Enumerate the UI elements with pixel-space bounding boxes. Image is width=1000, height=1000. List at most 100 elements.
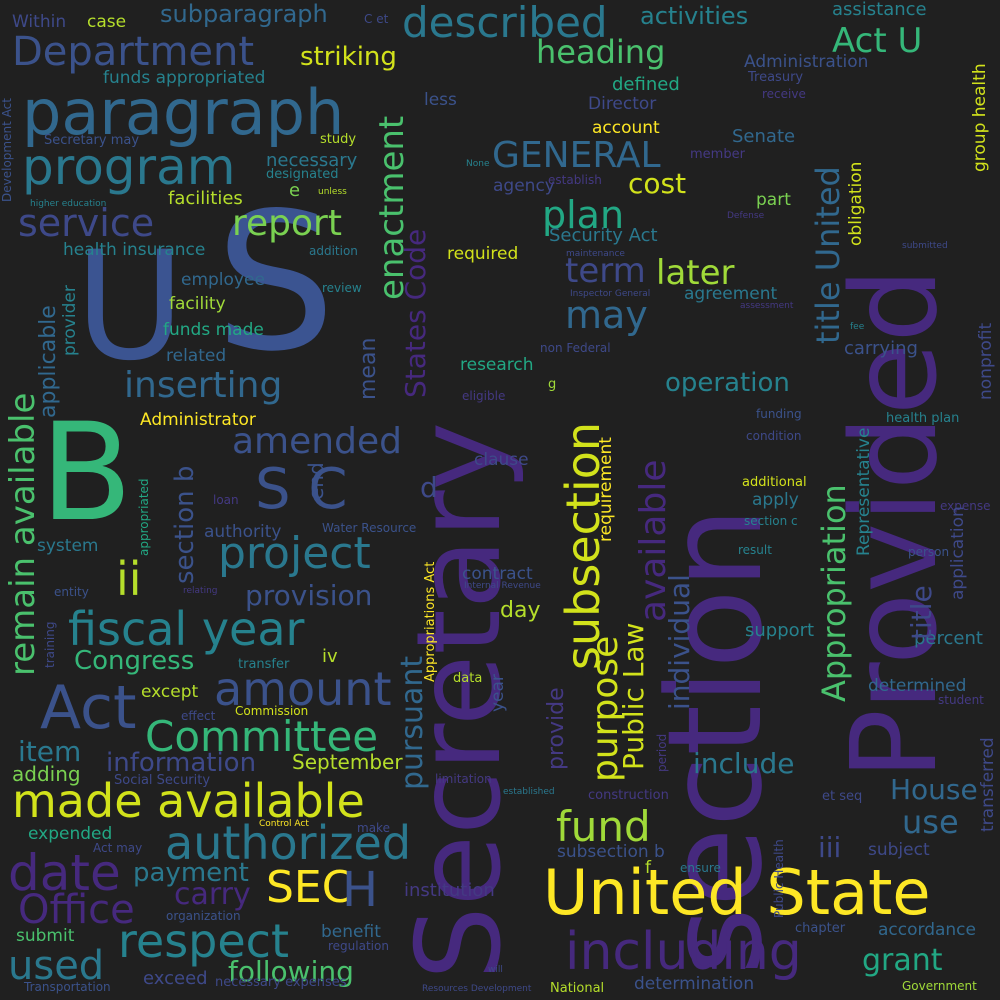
word: service <box>18 201 155 245</box>
word: Representative <box>854 427 874 556</box>
word: support <box>745 620 815 641</box>
word: include <box>693 747 795 780</box>
word: period <box>655 733 669 772</box>
word: iv <box>322 646 338 667</box>
word: exceed <box>143 968 208 989</box>
word: organization <box>166 909 241 923</box>
word: requirement <box>596 437 616 542</box>
word: respect <box>118 914 289 968</box>
word: carry <box>174 877 251 912</box>
word: related <box>166 346 227 366</box>
word: established <box>503 787 555 797</box>
word: health plan <box>886 411 960 426</box>
word: employee <box>181 270 265 290</box>
word: facilities <box>168 188 243 209</box>
word: SEC <box>266 862 353 913</box>
word: group health <box>970 63 990 172</box>
word: authorized <box>165 816 412 870</box>
word: program <box>22 138 236 196</box>
word: described <box>402 0 608 47</box>
word: fund <box>556 802 651 851</box>
word: following <box>228 955 354 988</box>
word: year <box>488 674 508 712</box>
word: term <box>565 251 646 291</box>
word: Act U <box>832 21 923 61</box>
word: necessary expenses <box>215 975 347 990</box>
word: entity <box>54 585 89 599</box>
word: enactment <box>372 115 412 300</box>
word: research <box>460 355 534 375</box>
word: item <box>18 735 82 768</box>
word: section b <box>170 465 200 584</box>
word: fiscal year <box>68 602 305 656</box>
word: provide <box>544 687 569 770</box>
word: funds made <box>163 320 264 340</box>
word: maintenance <box>566 249 625 259</box>
word: facility <box>169 294 226 314</box>
word: system <box>37 536 99 556</box>
word: establish <box>548 173 602 187</box>
word: Transportation <box>24 980 111 994</box>
word: section c <box>744 514 798 528</box>
word: Control Act <box>259 819 309 829</box>
word: addition <box>309 244 358 258</box>
word: et seq <box>822 789 863 804</box>
word: subsection b <box>557 842 665 862</box>
word: Resources Development <box>422 984 532 994</box>
word: f <box>645 858 651 878</box>
word: chapter <box>795 921 846 936</box>
word: transferred <box>978 737 998 832</box>
word: condition <box>746 429 802 443</box>
word: required <box>447 244 519 264</box>
word: activities <box>640 2 749 30</box>
word: authority <box>204 522 282 542</box>
word: H <box>342 862 379 918</box>
word: agreement <box>684 284 778 304</box>
word: title United <box>809 166 847 344</box>
word: accordance <box>878 920 976 940</box>
word: study <box>320 132 357 147</box>
word: funds appropriated <box>103 68 266 88</box>
word: adding <box>12 762 81 786</box>
word: used <box>8 943 105 989</box>
word: including <box>565 922 802 982</box>
word: designated <box>266 167 339 182</box>
word: ensure <box>680 861 721 875</box>
word: None <box>466 159 490 169</box>
word: review <box>322 281 362 295</box>
word: made available <box>12 774 365 828</box>
word: e <box>289 180 301 201</box>
word: Office <box>18 887 135 933</box>
word: fee <box>850 322 865 332</box>
word: amended <box>232 421 402 462</box>
word: paragraph <box>22 76 345 149</box>
word: Inspector General <box>570 289 651 299</box>
word: subparagraph <box>160 0 328 28</box>
word: House <box>890 773 978 806</box>
word: appropriated <box>137 478 151 556</box>
word: Congress <box>74 646 195 676</box>
word: Committee <box>145 712 379 761</box>
word: training <box>43 621 57 669</box>
word: expense <box>940 499 991 513</box>
word: person <box>908 545 950 559</box>
word: Water Resource <box>322 521 417 535</box>
word: day <box>500 598 541 623</box>
word: heading <box>536 33 666 71</box>
word: date <box>8 844 121 902</box>
word: Public Health <box>772 839 786 918</box>
word: determined <box>868 676 967 696</box>
word: Treasury <box>748 70 804 85</box>
word: subject <box>868 840 930 860</box>
word: determination <box>634 974 755 994</box>
word: individual <box>663 574 696 710</box>
word: cost <box>628 167 687 200</box>
word: less <box>424 90 457 110</box>
word: project <box>218 528 371 579</box>
word: C et <box>364 12 389 26</box>
word: part <box>756 190 791 210</box>
word: end <box>304 462 328 500</box>
word: submit <box>16 926 75 946</box>
word: S C <box>255 457 348 522</box>
